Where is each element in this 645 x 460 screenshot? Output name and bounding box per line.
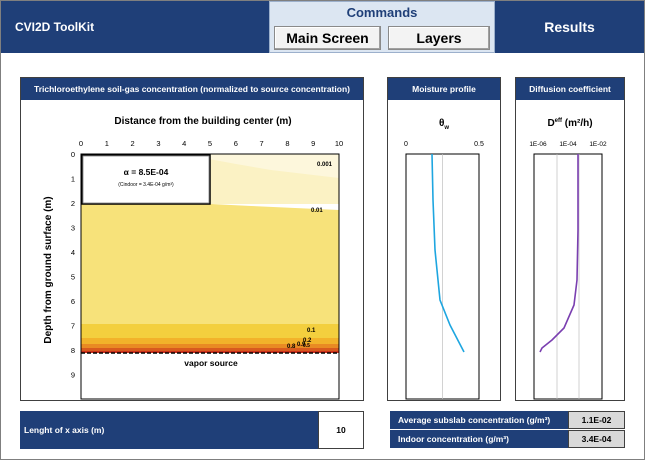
diffusion-panel: Diffusion coefficient Deff (m²/h) 1E-06 … [515, 77, 625, 401]
indoor-concentration-value: 3.4E-04 [568, 430, 625, 448]
y-tick-label: 6 [71, 297, 75, 306]
diffusion-tick-1e-02: 1E-02 [589, 141, 607, 148]
contour-label-0.1: 0.1 [307, 328, 316, 334]
contour-label-0.2: 0.2 [303, 338, 312, 344]
vapor-source-label: vapor source [184, 358, 238, 368]
y-tick-label: 4 [71, 248, 75, 257]
concentration-plot: Distance from the building center (m) 0 1… [43, 116, 343, 400]
band-0.1 [81, 324, 339, 338]
main-screen-button[interactable]: Main Screen [274, 26, 381, 50]
y-axis-title: Depth from ground surface (m) [43, 196, 54, 343]
x-tick-label: 2 [131, 139, 135, 148]
x-tick-label: 10 [335, 139, 343, 148]
y-tick-label: 0 [71, 150, 75, 159]
contour-label-0.001: 0.001 [317, 162, 333, 168]
diffusion-tick-1e-04: 1E-04 [559, 141, 577, 148]
band-0.8 [81, 348, 339, 351]
y-tick-label: 8 [71, 346, 75, 355]
results-header: Results [495, 1, 644, 53]
x-axis-title: Distance from the building center (m) [114, 116, 291, 127]
y-tick-label: 7 [71, 322, 75, 331]
y-tick-label: 1 [71, 175, 75, 184]
contour-label-0.5: 0.5 [303, 343, 310, 349]
x-tick-label: 7 [260, 139, 264, 148]
layers-button[interactable]: Layers [388, 26, 490, 50]
band-0.5 [81, 344, 339, 348]
x-axis-length-input[interactable]: 10 [318, 411, 364, 449]
x-tick-label: 4 [182, 139, 186, 148]
commands-title: Commands [346, 5, 418, 20]
building-slab-inner [82, 155, 210, 204]
x-tick-label: 5 [208, 139, 212, 148]
moisture-tick-0.5: 0.5 [474, 141, 484, 148]
commands-bar: Commands Main Screen Layers [269, 1, 495, 53]
band-0.01-upper [209, 154, 339, 178]
y-tick-label: 2 [71, 199, 75, 208]
band-0.2 [81, 338, 339, 344]
moisture-panel-title: Moisture profile [388, 78, 500, 100]
app-title: CVI2D ToolKit [1, 1, 269, 53]
alpha-text: α = 8.5E-04 [124, 167, 169, 177]
concentration-panel-title: Trichloroethylene soil-gas concentration… [21, 78, 363, 100]
diffusion-plot: Deff (m²/h) 1E-06 1E-04 1E-02 [529, 118, 607, 400]
indoor-concentration-label: Indoor concentration (g/m³) [390, 430, 568, 448]
band-0.01 [81, 204, 339, 324]
concentration-panel: Trichloroethylene soil-gas concentration… [20, 77, 364, 401]
contour-label-0.01: 0.01 [311, 208, 323, 214]
diffusion-profile-line [539, 154, 579, 353]
diffusion-axis-title: Deff (m²/h) [547, 118, 592, 129]
x-tick-labels: 0 1 2 3 4 5 6 7 8 9 10 [79, 139, 343, 148]
diffusion-plot-frame [533, 153, 603, 400]
y-tick-labels: 0 1 2 3 4 5 6 7 8 9 [71, 150, 75, 380]
contour-label-0.8: 0.8 [287, 344, 296, 350]
x-tick-label: 3 [156, 139, 160, 148]
x-tick-label: 9 [311, 139, 315, 148]
x-tick-label: 8 [285, 139, 289, 148]
y-tick-label: 3 [71, 224, 75, 233]
building-slab-box [81, 154, 211, 205]
diffusion-panel-title: Diffusion coefficient [516, 78, 624, 100]
moisture-plot: θw 0 0.5 [404, 118, 484, 400]
contour-label-0.9: 0.9 [297, 342, 306, 348]
plot-frame [80, 153, 340, 400]
moisture-tick-0: 0 [404, 141, 408, 148]
moisture-profile-line [431, 153, 465, 353]
subslab-concentration-label: Average subslab concentration (g/m³) [390, 411, 568, 429]
cindoor-text: (Cindoor = 3.4E-04 g/m³) [118, 182, 174, 188]
y-tick-label: 9 [71, 371, 75, 380]
x-tick-label: 6 [234, 139, 238, 148]
x-axis-length-label: Lenght of x axis (m) [20, 411, 318, 449]
y-tick-label: 5 [71, 273, 75, 282]
diffusion-tick-1e-06: 1E-06 [529, 141, 547, 148]
moisture-axis-title: θw [439, 118, 449, 131]
subslab-concentration-value: 1.1E-02 [568, 411, 625, 429]
x-tick-label: 0 [79, 139, 83, 148]
moisture-panel: Moisture profile θw 0 0.5 [387, 77, 501, 401]
x-tick-label: 1 [105, 139, 109, 148]
